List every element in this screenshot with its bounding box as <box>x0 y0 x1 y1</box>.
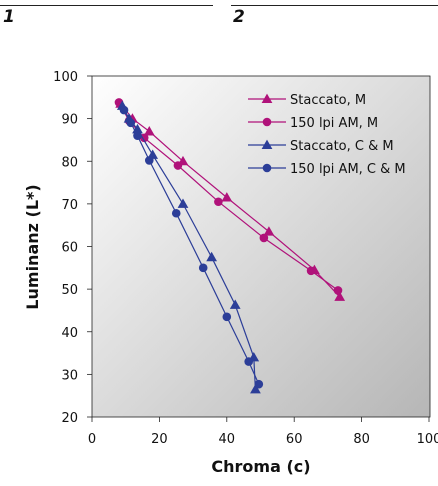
x-tick-label: 0 <box>88 432 96 447</box>
y-tick-label: 40 <box>61 326 78 341</box>
circle-marker <box>198 263 208 273</box>
y-tick-label: 30 <box>61 368 78 383</box>
y-tick-label: 60 <box>61 241 78 256</box>
y-axis-title: Luminanz (L*) <box>23 184 42 309</box>
y-tick-label: 90 <box>61 113 78 128</box>
x-tick-label: 20 <box>151 432 168 447</box>
triangle-marker <box>250 383 261 394</box>
y-tick-label: 80 <box>61 155 78 170</box>
circle-marker <box>133 131 142 140</box>
figure-1-rule <box>0 5 213 6</box>
circle-marker <box>173 161 183 170</box>
figure-2-rule <box>231 5 438 6</box>
circle-marker <box>244 357 254 366</box>
circle-marker <box>262 163 272 173</box>
triangle-marker <box>263 226 275 236</box>
triangle-marker <box>229 299 241 309</box>
circle-marker <box>214 197 223 207</box>
y-tick-label: 70 <box>61 198 78 213</box>
legend-label: Staccato, C & M <box>290 139 394 154</box>
axes: 20 30 40 50 60 70 80 90 100 0 20 40 60 80 100 <box>53 70 438 447</box>
circle-marker <box>171 208 181 218</box>
triangle-marker <box>143 126 155 136</box>
legend-item: 150 lpi AM, M <box>248 116 378 131</box>
y-tick-label: 20 <box>61 411 78 426</box>
x-axis-title: Chroma (c) <box>211 457 310 476</box>
circle-marker <box>306 266 316 276</box>
x-tick-label: 100 <box>417 432 438 447</box>
circle-marker <box>222 312 232 322</box>
figure-2-number: 2 <box>233 7 245 27</box>
legend-item: Staccato, C & M <box>248 139 394 154</box>
triangle-marker <box>334 291 346 301</box>
circle-marker <box>259 233 269 243</box>
triangle-marker <box>221 192 233 202</box>
triangle-marker <box>206 251 218 262</box>
figure-1-number: 1 <box>3 7 15 27</box>
series-3 <box>119 105 264 389</box>
circle-marker <box>119 105 129 115</box>
triangle-marker <box>261 139 273 150</box>
x-tick-label: 40 <box>219 432 236 447</box>
circle-marker <box>333 286 343 295</box>
x-tick-label: 60 <box>286 432 303 447</box>
legend-item: 150 lpi AM, C & M <box>248 162 406 177</box>
y-tick-label: 50 <box>61 283 78 298</box>
circle-marker <box>126 118 136 128</box>
legend: Staccato, M 150 lpi AM, M Staccato, C & M 1… <box>248 93 406 177</box>
legend-label: Staccato, M <box>290 93 366 108</box>
legend-label: 150 lpi AM, M <box>290 116 378 131</box>
circle-marker <box>254 379 264 389</box>
x-tick-label: 80 <box>353 432 370 447</box>
circle-marker <box>144 156 154 165</box>
circle-marker <box>262 117 272 127</box>
triangle-marker <box>261 93 273 104</box>
y-tick-label: 100 <box>53 70 78 85</box>
legend-label: 150 lpi AM, C & M <box>290 162 406 177</box>
circle-marker <box>139 133 149 143</box>
triangle-marker <box>177 198 189 208</box>
legend-item: Staccato, M <box>248 93 366 108</box>
series-layer <box>114 98 346 394</box>
